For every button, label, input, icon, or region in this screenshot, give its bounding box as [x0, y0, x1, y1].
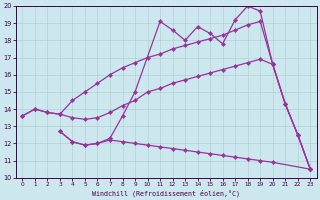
X-axis label: Windchill (Refroidissement éolien,°C): Windchill (Refroidissement éolien,°C) [92, 189, 240, 197]
